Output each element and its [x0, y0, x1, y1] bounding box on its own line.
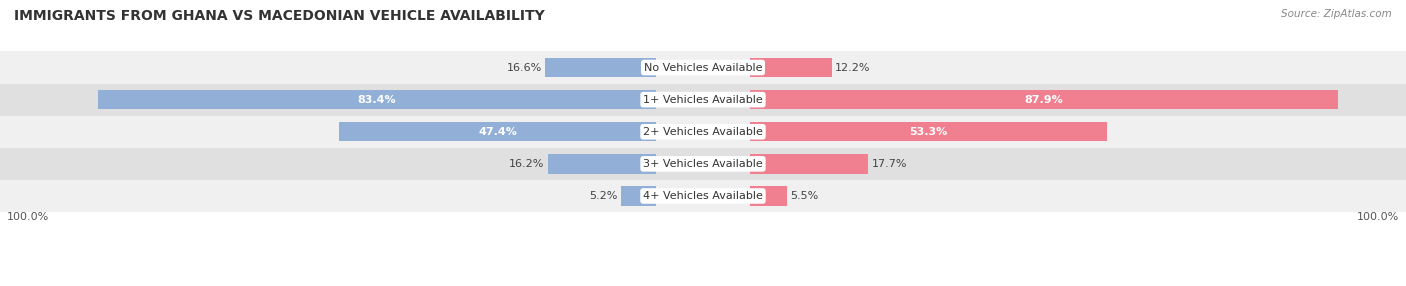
Text: 16.6%: 16.6% — [506, 63, 541, 73]
Text: 5.5%: 5.5% — [790, 191, 818, 201]
Bar — [749, 122, 1107, 141]
Text: 87.9%: 87.9% — [1025, 95, 1063, 105]
Text: Source: ZipAtlas.com: Source: ZipAtlas.com — [1281, 9, 1392, 19]
Bar — [749, 186, 787, 206]
Bar — [621, 186, 657, 206]
Text: 83.4%: 83.4% — [357, 95, 396, 105]
Text: 12.2%: 12.2% — [835, 63, 870, 73]
Bar — [749, 58, 831, 77]
Bar — [749, 90, 1339, 109]
Text: 17.7%: 17.7% — [872, 159, 907, 169]
Bar — [339, 122, 657, 141]
Text: 3+ Vehicles Available: 3+ Vehicles Available — [643, 159, 763, 169]
Text: 2+ Vehicles Available: 2+ Vehicles Available — [643, 127, 763, 137]
Bar — [749, 154, 869, 174]
Bar — [546, 58, 657, 77]
Text: 5.2%: 5.2% — [589, 191, 619, 201]
Bar — [0, 51, 1406, 84]
Bar — [0, 84, 1406, 116]
Text: 4+ Vehicles Available: 4+ Vehicles Available — [643, 191, 763, 201]
Text: 53.3%: 53.3% — [910, 127, 948, 137]
Text: 100.0%: 100.0% — [1357, 212, 1399, 222]
Text: 16.2%: 16.2% — [509, 159, 544, 169]
Text: 1+ Vehicles Available: 1+ Vehicles Available — [643, 95, 763, 105]
Text: 100.0%: 100.0% — [7, 212, 49, 222]
Text: IMMIGRANTS FROM GHANA VS MACEDONIAN VEHICLE AVAILABILITY: IMMIGRANTS FROM GHANA VS MACEDONIAN VEHI… — [14, 9, 544, 23]
Text: No Vehicles Available: No Vehicles Available — [644, 63, 762, 73]
Bar — [548, 154, 657, 174]
Bar — [0, 180, 1406, 212]
Bar — [0, 148, 1406, 180]
Bar — [98, 90, 657, 109]
Text: 47.4%: 47.4% — [478, 127, 517, 137]
Bar — [0, 116, 1406, 148]
